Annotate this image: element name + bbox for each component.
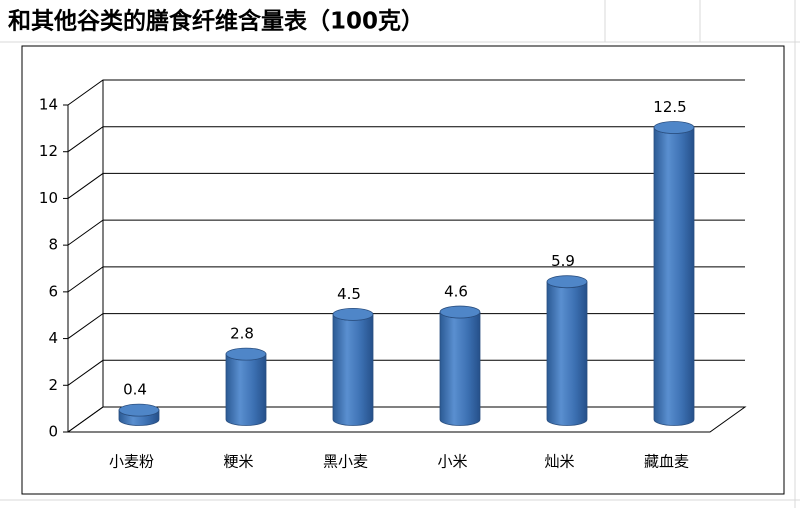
chart-title: 和其他谷类的膳食纤维含量表（100克） — [8, 8, 424, 35]
bar-top — [653, 121, 695, 134]
data-label: 2.8 — [230, 325, 254, 343]
x-tick-label: 黑小麦 — [323, 453, 368, 471]
data-label: 4.6 — [444, 283, 468, 301]
grid-line — [67, 219, 745, 246]
bar — [439, 311, 481, 426]
y-tick-label: 0 — [48, 423, 58, 441]
bar — [653, 127, 695, 426]
y-tick-label: 14 — [39, 96, 58, 114]
grid-line — [67, 406, 745, 433]
grid-line — [67, 266, 745, 293]
data-label: 0.4 — [123, 381, 147, 399]
x-tick-label: 藏血麦 — [644, 453, 689, 471]
bar-top — [332, 307, 374, 321]
data-label: 12.5 — [653, 98, 686, 116]
y-tick-label: 8 — [48, 236, 58, 254]
bar — [225, 353, 267, 426]
bar — [332, 314, 374, 426]
grid-line — [67, 172, 745, 199]
data-label: 5.9 — [551, 252, 575, 270]
x-tick-label: 小麦粉 — [109, 453, 154, 471]
bar-top — [225, 347, 267, 361]
y-tick-label: 4 — [48, 329, 58, 347]
x-tick-label: 小米 — [437, 453, 467, 471]
x-tick-label: 粳米 — [223, 453, 253, 471]
x-tick-label: 灿米 — [544, 453, 574, 471]
y-tick-label: 12 — [39, 142, 58, 160]
bar — [546, 281, 588, 426]
floor — [66, 406, 747, 433]
grid-line — [67, 79, 745, 106]
grid-line — [67, 126, 745, 153]
bar-top — [546, 275, 588, 289]
bar-top — [118, 403, 160, 417]
grid-line — [67, 313, 745, 339]
y-tick-label: 10 — [39, 189, 58, 207]
bar-top — [439, 305, 481, 319]
data-label: 4.5 — [337, 285, 361, 303]
y-tick-label: 2 — [48, 376, 58, 394]
y-tick-label: 6 — [48, 282, 58, 300]
grid-line — [67, 359, 745, 386]
